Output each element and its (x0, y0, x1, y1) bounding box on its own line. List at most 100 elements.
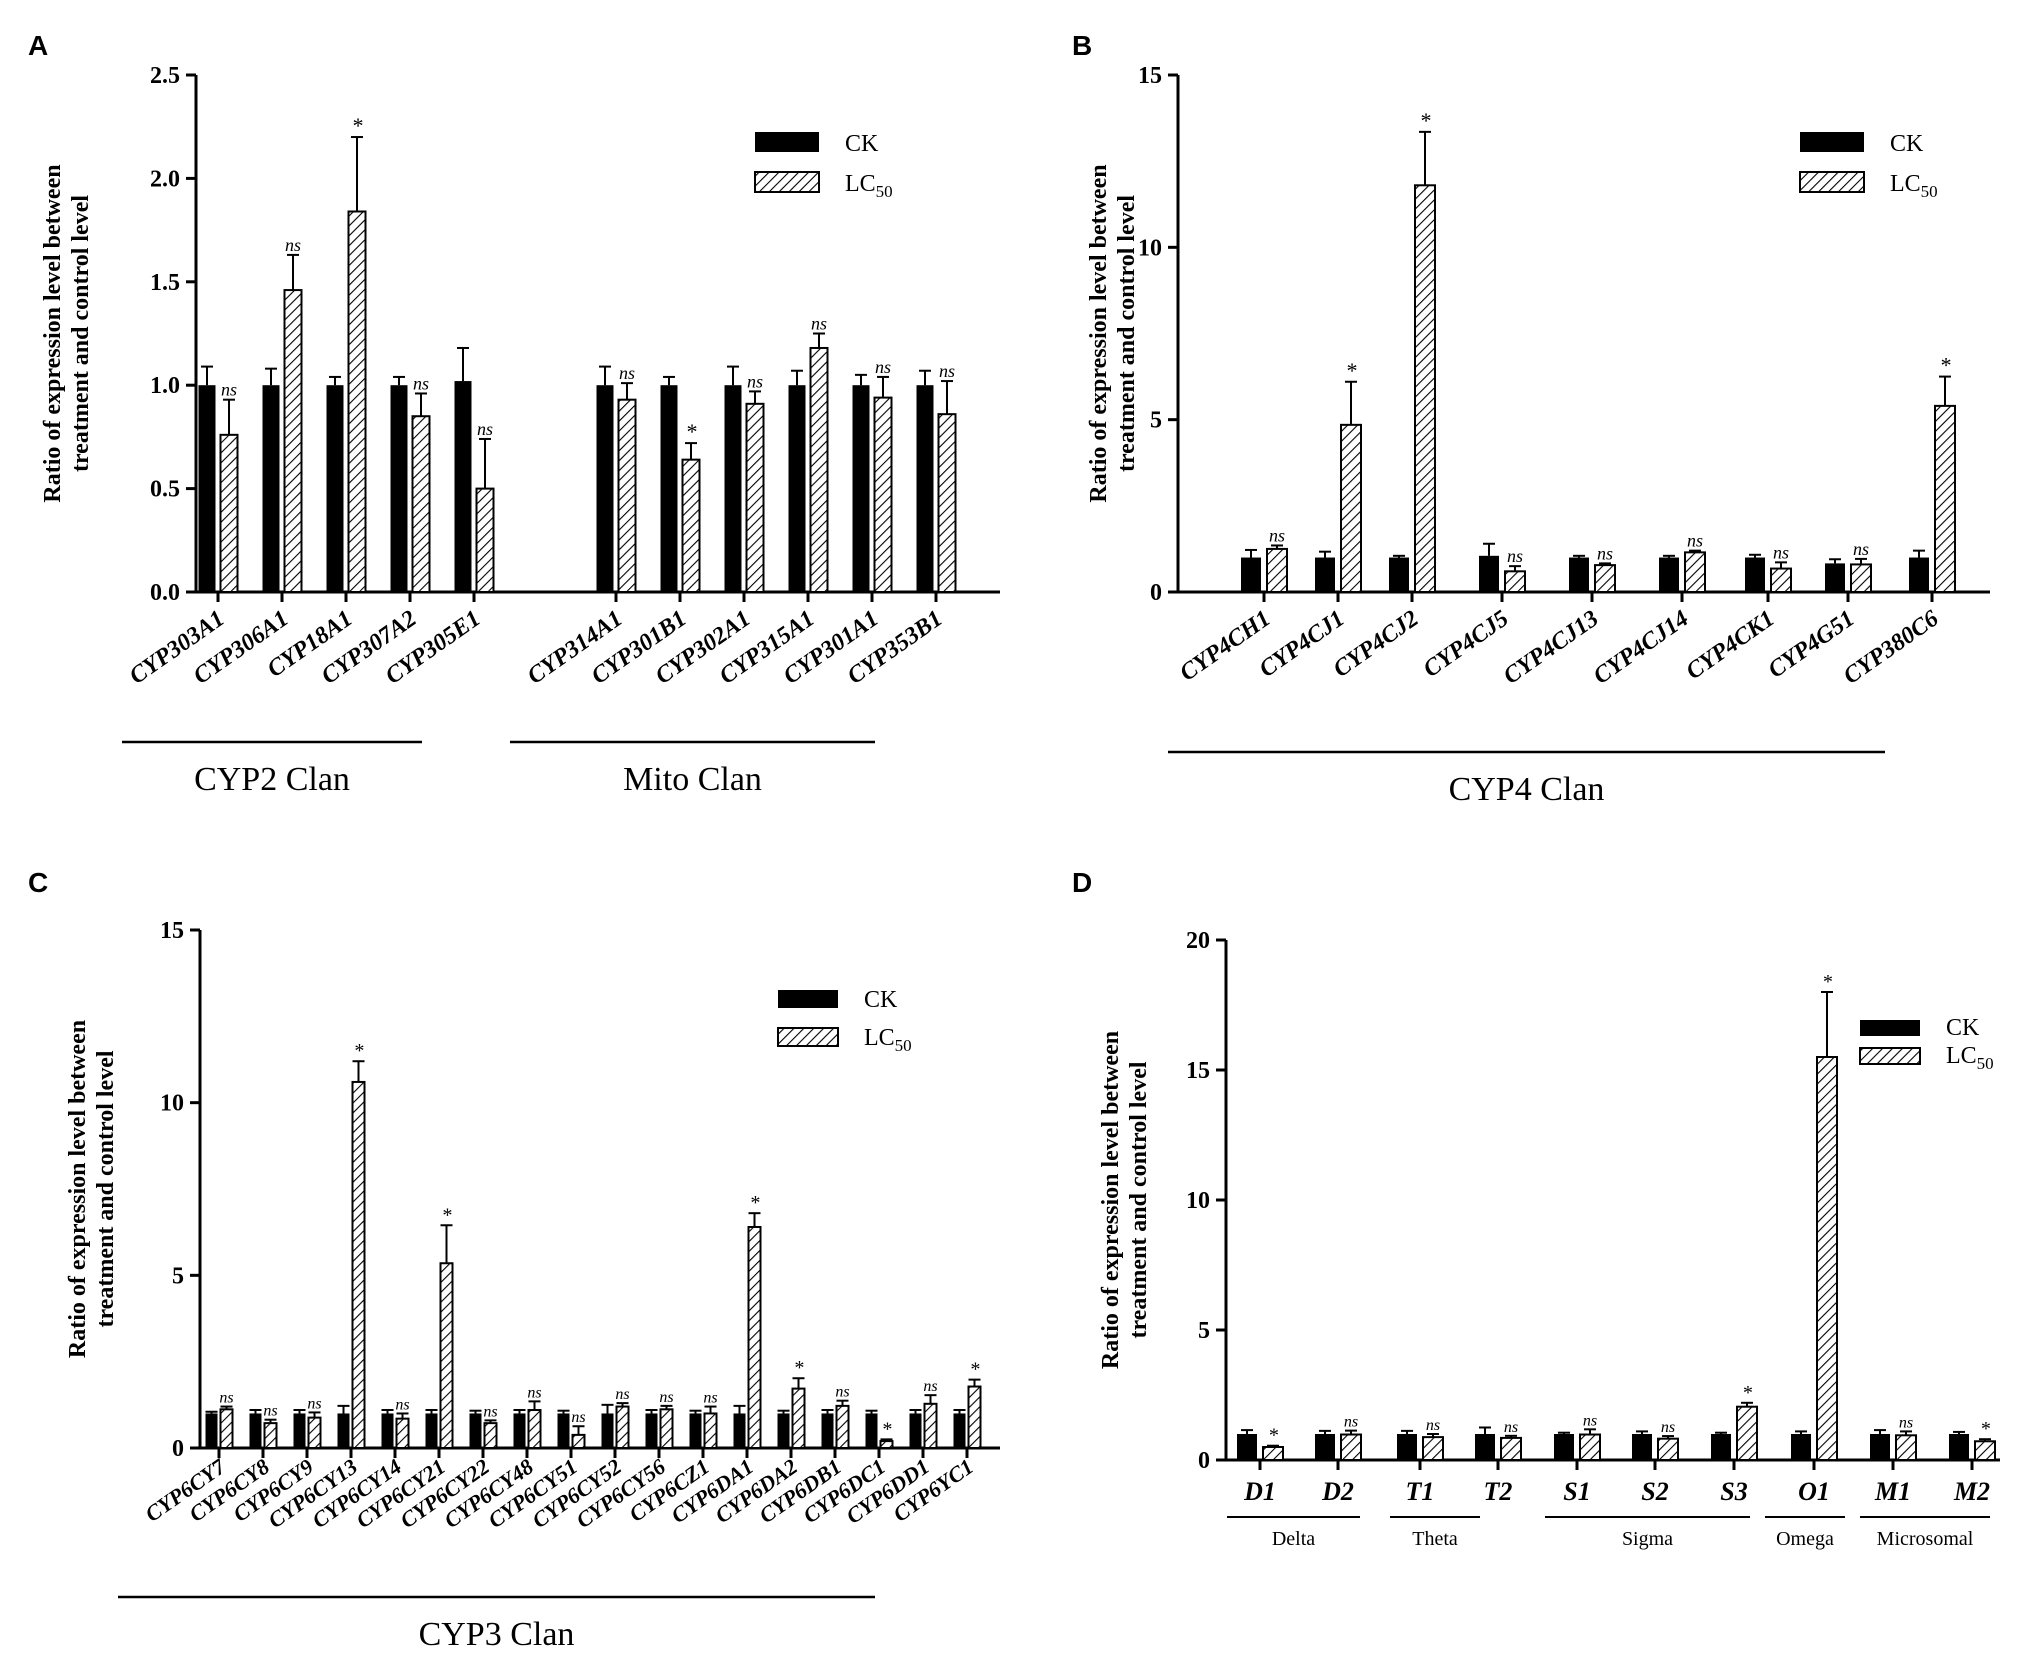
ck-bar (1241, 557, 1261, 592)
lc-bar (873, 396, 893, 593)
y-tick-label: 15 (1186, 1058, 1210, 1084)
panel-letter-c: C (28, 867, 48, 898)
y-axis-label-line2: treatment and control level (1114, 195, 1140, 472)
lc-bar (1340, 1433, 1362, 1462)
legend-label-lc50: LC50 (864, 1025, 912, 1055)
significance-label: * (1346, 358, 1357, 383)
significance-label: ns (1344, 1414, 1358, 1431)
category-label: M2 (1953, 1477, 1990, 1506)
ck-bar (865, 1413, 878, 1448)
group-label: Omega (1776, 1528, 1834, 1550)
ck-bar (1870, 1434, 1890, 1460)
significance-label: ns (939, 361, 955, 381)
ck-bar (293, 1413, 306, 1448)
significance-label: ns (1899, 1414, 1913, 1431)
significance-label: ns (1597, 543, 1613, 563)
clan-label: CYP2 Clan (194, 761, 350, 798)
legend-lc-main: LC (845, 171, 876, 197)
ck-bar (1949, 1434, 1969, 1460)
legend-label-lc50: LC50 (1946, 1043, 1994, 1073)
ck-bar (596, 385, 614, 592)
y-tick-label: 5 (1150, 408, 1162, 434)
y-tick-label: 10 (1138, 235, 1162, 261)
category-label: D1 (1243, 1477, 1276, 1506)
panel-letter-d: D (1072, 867, 1092, 898)
category-label: CYP4CJ14 (1589, 606, 1693, 690)
significance-label: ns (221, 380, 237, 400)
lc-bar (263, 1422, 278, 1449)
significance-label: ns (1773, 542, 1789, 562)
ck-bar (1711, 1434, 1731, 1460)
ck-bar (469, 1413, 482, 1448)
legend-swatch-ck (778, 990, 838, 1008)
ck-bar (916, 385, 934, 592)
ck-bar (1237, 1434, 1257, 1460)
significance-label: ns (615, 1386, 629, 1403)
category-label: M1 (1874, 1477, 1911, 1506)
lc-bar (1500, 1436, 1522, 1462)
ck-bar (425, 1413, 438, 1448)
ck-bar (1315, 557, 1335, 592)
y-axis-label-line2: treatment and control level (93, 1050, 119, 1327)
lc-bar (615, 1405, 630, 1450)
ck-bar (788, 385, 806, 592)
lc-bar (879, 1440, 894, 1450)
significance-label: ns (811, 314, 827, 334)
lc-bar (703, 1412, 718, 1450)
significance-label: * (1822, 971, 1832, 993)
ck-bar (249, 1413, 262, 1448)
lc-bar (395, 1417, 410, 1449)
clan-label: CYP4 Clan (1449, 771, 1605, 808)
significance-label: ns (1853, 539, 1869, 559)
lc-bar (659, 1408, 674, 1449)
significance-label: ns (1661, 1419, 1675, 1436)
ck-bar (1569, 557, 1589, 592)
y-axis-label-line2: treatment and control level (1126, 1061, 1152, 1338)
group-label: Sigma (1622, 1528, 1673, 1550)
category-label: S3 (1720, 1477, 1747, 1506)
category-label: CYP4CJ5 (1419, 606, 1514, 683)
significance-label: * (1268, 1425, 1278, 1447)
legend-swatch-ck (1860, 1020, 1920, 1036)
group-label: Theta (1412, 1528, 1458, 1550)
category-label: O1 (1798, 1477, 1830, 1506)
y-tick-label: 1.5 (150, 270, 180, 296)
significance-label: ns (747, 371, 763, 391)
legend-lc-subscript: 50 (1921, 182, 1938, 201)
y-tick-label: 2.0 (150, 166, 180, 192)
significance-label: ns (263, 1403, 277, 1420)
ck-bar (821, 1413, 834, 1448)
significance-label: ns (1583, 1412, 1597, 1429)
lc-bar (745, 402, 765, 594)
y-tick-label: 10 (160, 1091, 184, 1117)
significance-label: ns (875, 357, 891, 377)
legend-label-ck: CK (845, 131, 879, 157)
ck-bar (953, 1413, 966, 1448)
significance-label: ns (285, 235, 301, 255)
legend-lc-main: LC (1946, 1043, 1977, 1069)
legend-lc-subscript: 50 (895, 1036, 912, 1055)
significance-label: * (1420, 108, 1431, 133)
category-label: CYP4CJ13 (1499, 606, 1603, 690)
ck-bar (1475, 1434, 1495, 1460)
ck-bar (390, 385, 408, 592)
y-axis-label-line1: Ratio of expression level between (40, 164, 66, 502)
category-label: S2 (1641, 1477, 1668, 1506)
lc-bar (1684, 551, 1706, 594)
y-tick-label: 0 (1198, 1448, 1210, 1474)
significance-label: * (354, 1040, 364, 1062)
lc-bar (1895, 1434, 1917, 1462)
lc-bar (1414, 184, 1436, 593)
ck-bar (1479, 555, 1499, 592)
lc-bar (219, 433, 239, 593)
significance-label: * (442, 1204, 452, 1226)
panel-b: Ratio of expression level between treatme… (1086, 63, 1990, 808)
significance-label: ns (923, 1378, 937, 1395)
category-label: CYP4CJ2 (1329, 606, 1424, 683)
y-axis-label-line1: Ratio of expression level between (1098, 1031, 1124, 1369)
lc-bar (937, 413, 957, 594)
lc-bar (439, 1262, 454, 1450)
ck-bar (198, 385, 216, 592)
lc-bar (791, 1387, 806, 1449)
legend-label-ck: CK (864, 987, 898, 1013)
